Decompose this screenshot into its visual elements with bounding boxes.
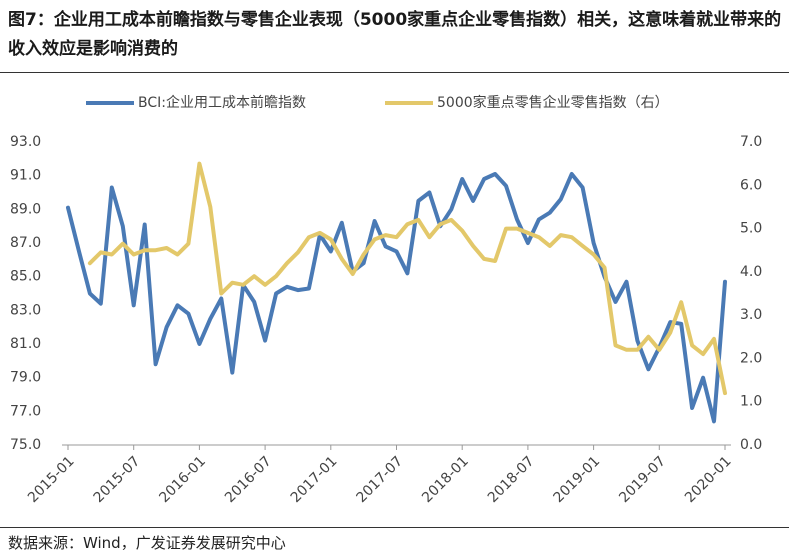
x-tick-label: 2018-07	[485, 453, 538, 506]
y2-tick-label: 6.0	[740, 177, 762, 193]
y2-tick-label: 2.0	[740, 350, 762, 366]
x-tick-label: 2019-01	[551, 453, 604, 506]
y2-tick-label: 4.0	[740, 264, 762, 280]
y-tick-label: 87.0	[10, 235, 41, 251]
chart-title: 图7：企业用工成本前瞻指数与零售企业表现（5000家重点企业零售指数）相关，这意…	[8, 10, 782, 59]
x-tick-label: 2019-07	[616, 453, 669, 506]
x-tick-label: 2016-07	[222, 453, 275, 506]
x-tick-label: 2015-01	[25, 453, 78, 506]
legend-label: BCI:企业用工成本前瞻指数	[138, 94, 306, 111]
series-line	[87, 161, 727, 396]
source-note: 数据来源：Wind，广发证券发展研究中心	[8, 534, 286, 552]
y-tick-label: 89.0	[10, 201, 41, 217]
x-tick-label: 2017-01	[288, 453, 341, 506]
y2-tick-label: 7.0	[740, 134, 762, 150]
divider	[0, 527, 789, 528]
x-tick-label: 2016-01	[156, 453, 209, 506]
y2-tick-label: 3.0	[740, 307, 762, 323]
x-tick-label: 2018-01	[419, 453, 472, 506]
y-tick-label: 91.0	[10, 168, 41, 184]
series-line	[66, 172, 727, 424]
y2-tick-label: 0.0	[740, 437, 762, 453]
y2-tick-label: 1.0	[740, 394, 762, 410]
y-tick-label: 81.0	[10, 336, 41, 352]
x-tick-label: 2017-07	[353, 453, 406, 506]
y-tick-label: 77.0	[10, 403, 41, 419]
chart: 75.0 77.0 79.0 81.0 83.0 85.0 87.0 89.0 91.0 93.0…	[10, 94, 762, 506]
divider	[0, 72, 789, 73]
x-tick-label: 2015-07	[91, 453, 144, 506]
y-tick-label: 85.0	[10, 269, 41, 285]
y2-tick-label: 5.0	[740, 221, 762, 237]
legend-label: 5000家重点零售企业零售指数（右）	[437, 94, 669, 111]
x-tick-label: 2020-01	[682, 453, 735, 506]
y-tick-label: 93.0	[10, 134, 41, 150]
y-tick-label: 75.0	[10, 437, 41, 453]
y-tick-label: 79.0	[10, 370, 41, 386]
y-tick-label: 83.0	[10, 302, 41, 318]
